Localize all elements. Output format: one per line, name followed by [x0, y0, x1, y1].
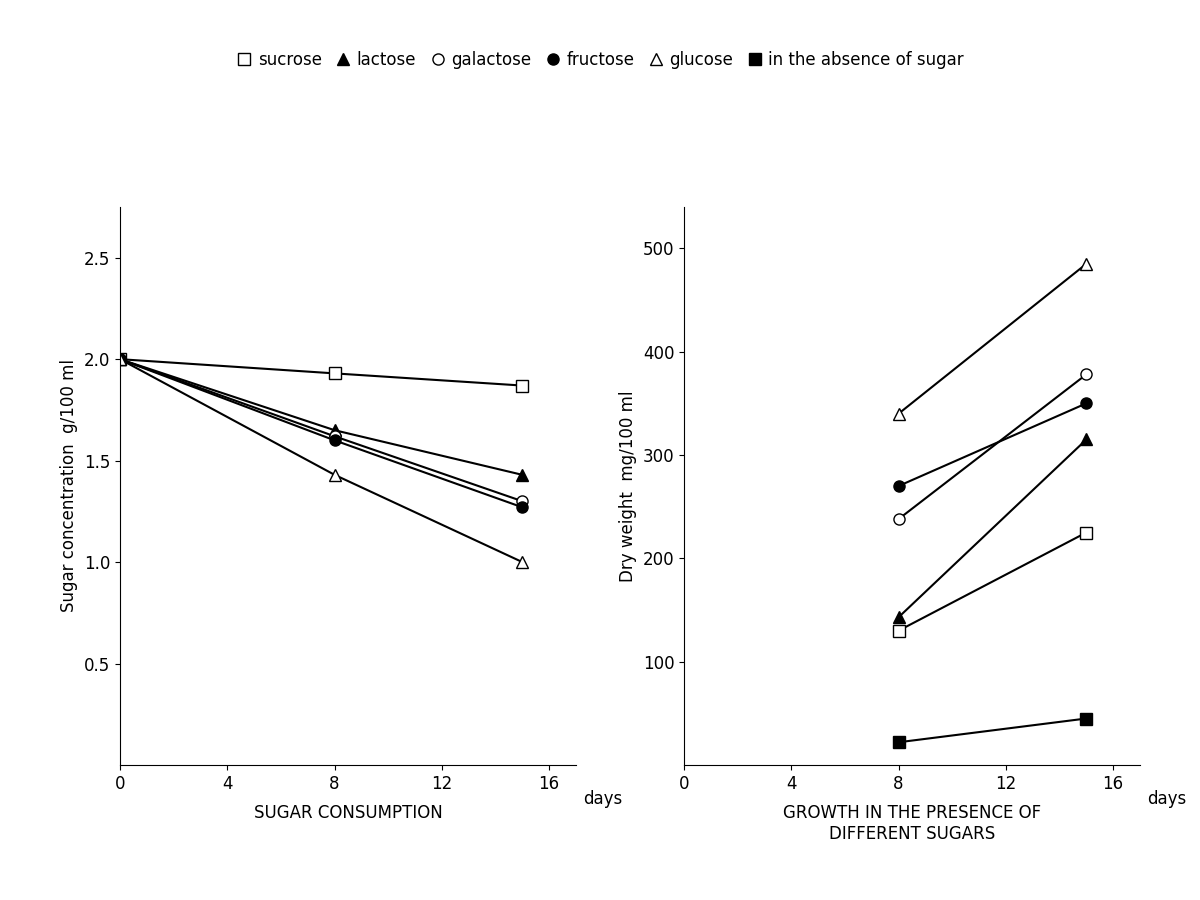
Y-axis label: Dry weight  mg/100 ml: Dry weight mg/100 ml	[619, 391, 637, 581]
Text: days: days	[583, 790, 622, 808]
Y-axis label: Sugar concentration  g/100 ml: Sugar concentration g/100 ml	[60, 359, 78, 613]
Text: days: days	[1147, 790, 1186, 808]
X-axis label: SUGAR CONSUMPTION: SUGAR CONSUMPTION	[253, 804, 443, 822]
X-axis label: GROWTH IN THE PRESENCE OF
DIFFERENT SUGARS: GROWTH IN THE PRESENCE OF DIFFERENT SUGA…	[782, 804, 1042, 842]
Legend: sucrose, lactose, galactose, fructose, glucose, in the absence of sugar: sucrose, lactose, galactose, fructose, g…	[229, 44, 971, 76]
